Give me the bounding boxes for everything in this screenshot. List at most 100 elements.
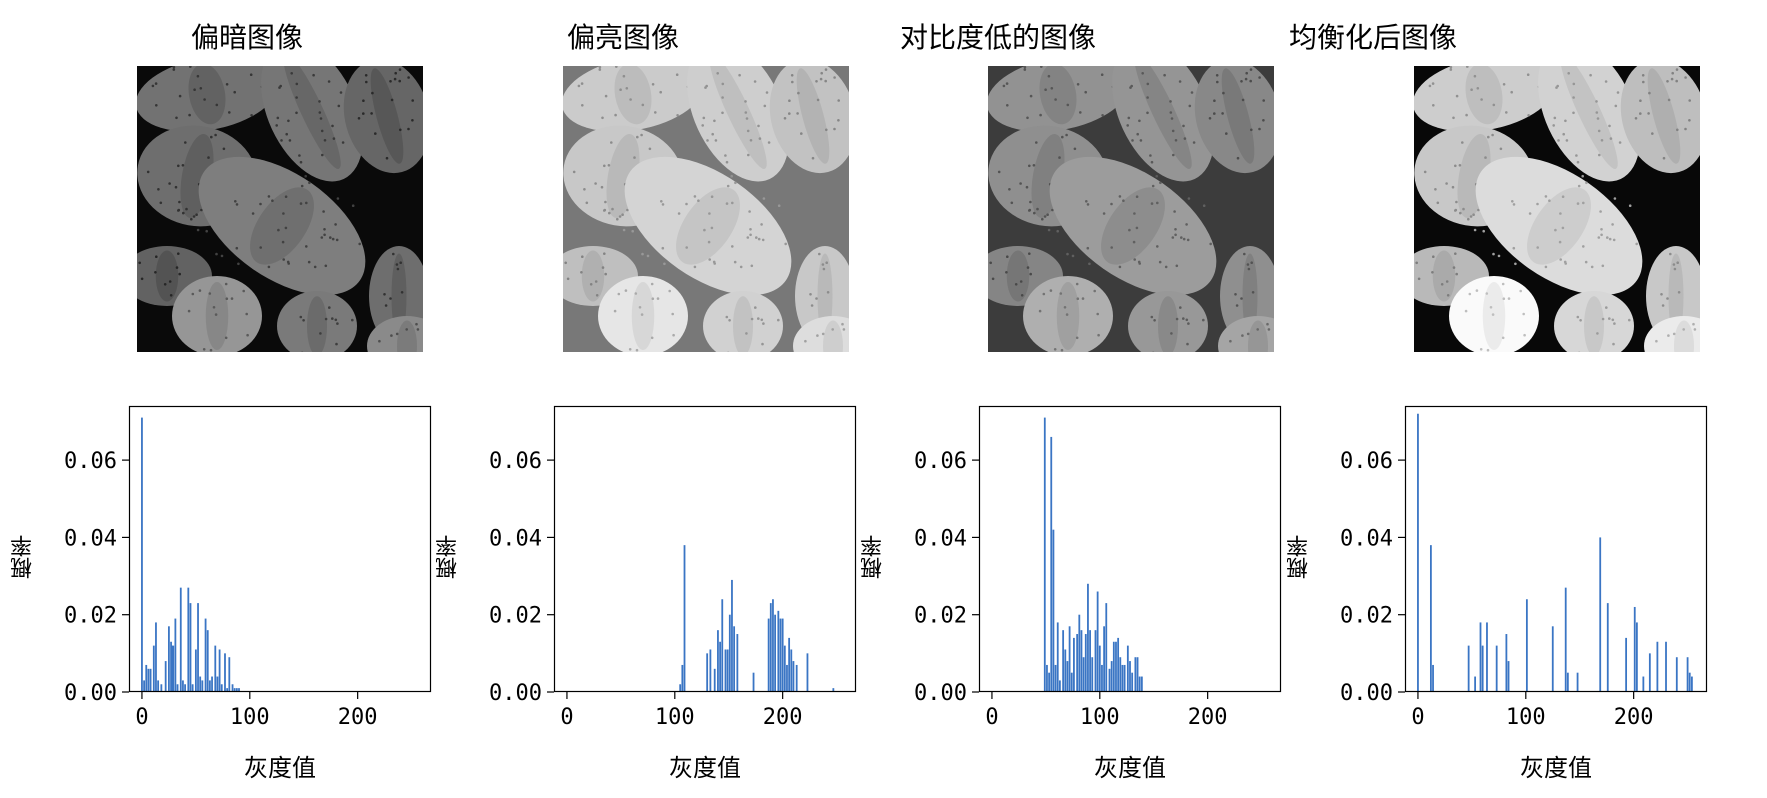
bar [1076,634,1079,692]
bar [736,634,739,692]
y-tick-label: 0.00 [489,681,542,706]
bar [713,668,716,692]
y-axis-label: 概率 [11,535,36,579]
histogram-lowcontrast: 0 100 200 0.00 0.02 0.04 0.06 [914,405,1282,730]
y-tick-label: 0.06 [1340,449,1393,474]
bar [1474,676,1477,692]
bar [786,664,788,692]
bar [182,680,184,692]
y-tick-label: 0.00 [914,681,967,706]
bar [1688,672,1691,692]
bar [149,668,152,692]
bar [1551,626,1554,692]
bar [767,618,770,692]
bar [1633,606,1636,692]
x-axis-label: 灰度值 [244,754,316,782]
bar [157,680,160,692]
bar [220,684,223,692]
bar [1665,641,1667,692]
bar [1121,664,1124,692]
bar [1110,661,1113,692]
bar [1070,672,1073,692]
bar [228,657,231,692]
bar [681,664,684,692]
y-tick-label: 0.02 [64,604,117,629]
bar [1115,641,1117,692]
bar [1080,630,1083,692]
y-tick-label: 0.04 [489,526,542,551]
bar [141,417,143,692]
bar [1073,637,1075,692]
histogram-equalized: 0 100 200 0.00 0.02 0.04 0.06 [1340,405,1708,730]
bar [1050,436,1053,692]
bar [226,688,229,692]
bar [214,645,217,692]
bar [1064,649,1067,692]
bar [788,637,791,692]
x-tick-label: 0 [1411,705,1424,730]
bar [1103,626,1106,692]
bar [208,680,211,692]
histogram-bright: 0 100 200 0.00 0.02 0.04 0.06 [489,405,857,730]
x-tick-label: 0 [560,705,573,730]
bar [1101,664,1103,692]
bar [1089,630,1091,692]
bar [1656,641,1659,692]
bar [1138,676,1141,692]
y-tick-label: 0.00 [64,681,117,706]
bar [1098,645,1101,692]
bar [1123,664,1126,692]
x-tick-label: 200 [1614,705,1654,730]
bar [204,618,207,692]
x-tick-label: 100 [655,705,695,730]
bar [197,603,199,692]
image-lowcontrast [988,66,1274,352]
y-tick-label: 0.04 [914,526,967,551]
bar [726,649,729,692]
bar [717,630,719,692]
bar [1505,634,1508,692]
bar [1052,529,1055,692]
bar [683,545,686,692]
bar [171,645,174,692]
x-tick-label: 100 [230,705,270,730]
bar [1481,645,1484,692]
axes-frame [128,405,432,693]
bar [1129,661,1131,692]
bar [1691,676,1693,692]
bar [1046,664,1048,692]
bar [724,649,727,692]
bar [769,603,772,692]
bar [709,649,712,692]
bar [216,676,219,692]
bar [235,688,238,692]
bar [187,587,190,692]
x-tick-label: 100 [1506,705,1546,730]
x-axis-label: 灰度值 [669,754,741,782]
bar [176,684,179,692]
bar [772,599,774,692]
image-bright [563,66,849,352]
axes-frame [1404,405,1708,693]
image-dark [137,66,423,352]
bar [792,661,795,692]
bar [783,645,786,692]
bar [194,649,197,692]
x-axis-label: 灰度值 [1094,754,1166,782]
bar [795,664,798,692]
bar [152,645,155,692]
bar [160,684,163,692]
bar [1507,661,1510,692]
y-axis-label: 概率 [861,535,886,579]
bar [1084,634,1087,692]
x-tick-label: 0 [135,705,148,730]
bar [1087,583,1089,692]
bar [731,579,733,692]
y-tick-label: 0.02 [489,604,542,629]
bar [231,684,234,692]
bar [1078,614,1081,692]
bar [1486,622,1488,692]
bar [1686,657,1689,692]
bar [790,649,793,692]
y-tick-label: 0.02 [1340,604,1393,629]
